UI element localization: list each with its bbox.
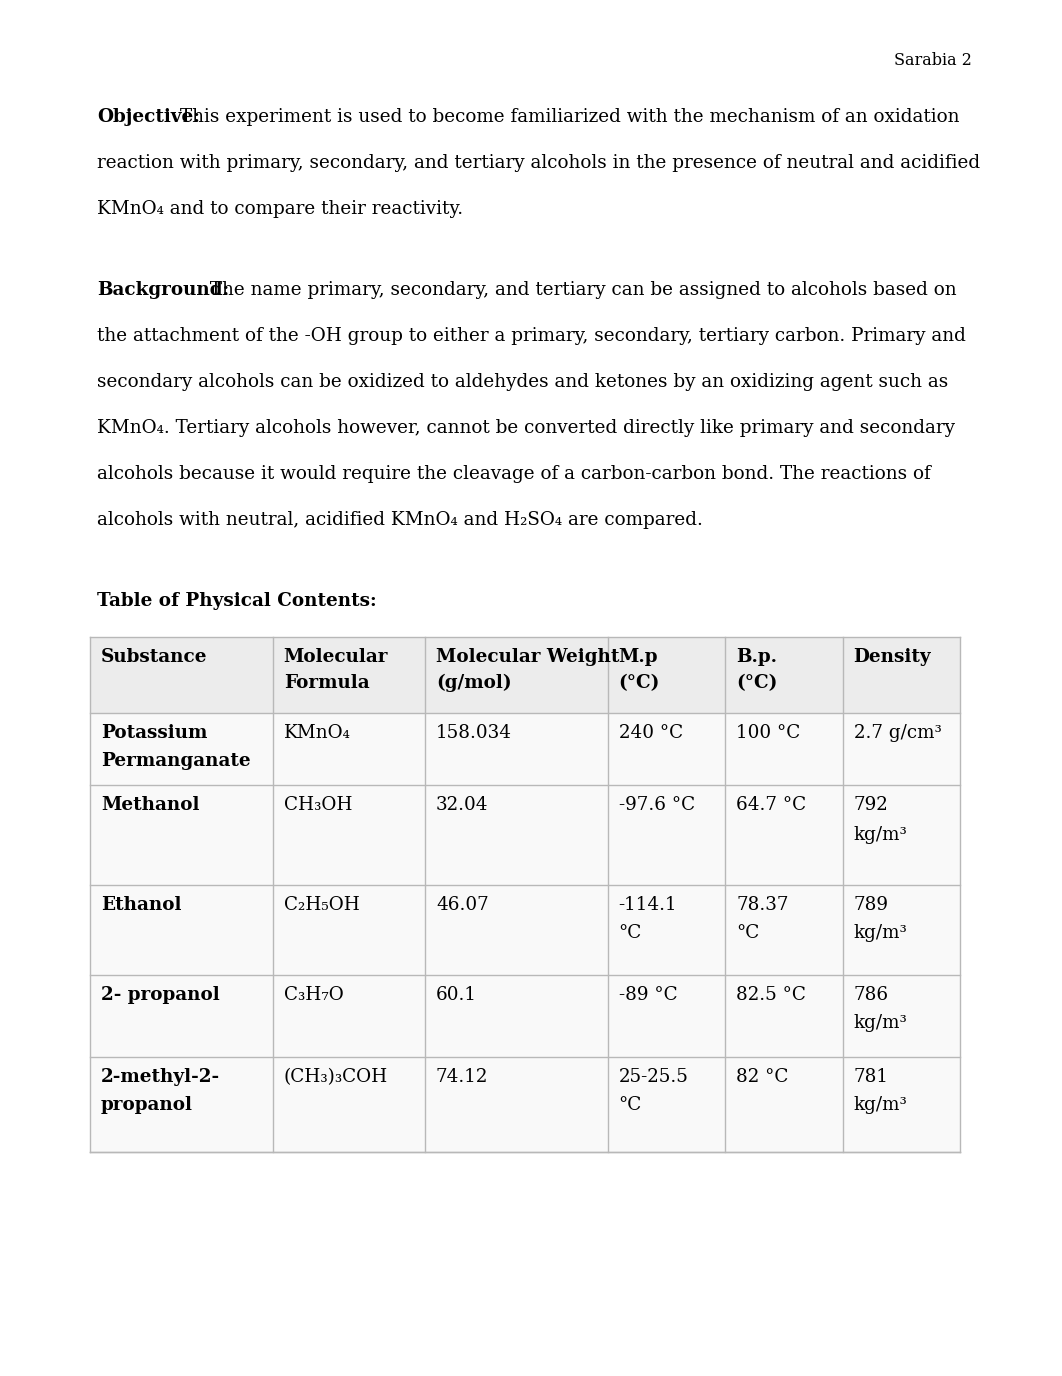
Bar [90,885,960,976]
Text: 25-25.5: 25-25.5 [619,1068,688,1086]
Text: 240 °C: 240 °C [619,724,683,742]
Bar [90,637,960,713]
Text: Background:: Background: [97,281,229,299]
Text: 2.7 g/cm³: 2.7 g/cm³ [854,724,941,742]
Text: 158.034: 158.034 [435,724,512,742]
Text: KMnO₄ and to compare their reactivity.: KMnO₄ and to compare their reactivity. [97,200,463,217]
Text: °C: °C [619,925,641,943]
Text: -114.1: -114.1 [619,896,678,914]
Text: (CH₃)₃COH: (CH₃)₃COH [284,1068,388,1086]
Text: °C: °C [736,925,759,943]
Text: (°C): (°C) [736,674,777,692]
Text: B.p.: B.p. [736,648,777,666]
Text: secondary alcohols can be oxidized to aldehydes and ketones by an oxidizing agen: secondary alcohols can be oxidized to al… [97,373,948,391]
Text: 2- propanol: 2- propanol [101,987,220,1004]
Text: the attachment of the -OH group to either a primary, secondary, tertiary carbon.: the attachment of the -OH group to eithe… [97,327,965,345]
Bar [90,976,960,1057]
Text: kg/m³: kg/m³ [854,925,907,943]
Text: CH₃OH: CH₃OH [284,795,353,815]
Bar [90,713,960,784]
Text: alcohols because it would require the cleavage of a carbon-carbon bond. The reac: alcohols because it would require the cl… [97,465,930,483]
Text: KMnO₄. Tertiary alcohols however, cannot be converted directly like primary and : KMnO₄. Tertiary alcohols however, cannot… [97,420,955,438]
Text: kg/m³: kg/m³ [854,826,907,843]
Text: 786: 786 [854,987,889,1004]
Text: Molecular: Molecular [284,648,389,666]
Text: 78.37: 78.37 [736,896,789,914]
Text: -97.6 °C: -97.6 °C [619,795,695,815]
Text: 2-methyl-2-: 2-methyl-2- [101,1068,220,1086]
Text: kg/m³: kg/m³ [854,1014,907,1032]
Text: Density: Density [854,648,931,666]
Text: 74.12: 74.12 [435,1068,489,1086]
Text: °C: °C [619,1097,641,1115]
Bar [90,637,960,1152]
Text: Sarabia 2: Sarabia 2 [894,52,972,69]
Text: KMnO₄: KMnO₄ [284,724,350,742]
Text: C₂H₅OH: C₂H₅OH [284,896,360,914]
Text: 100 °C: 100 °C [736,724,801,742]
Text: Molecular Weight: Molecular Weight [435,648,619,666]
Text: alcohols with neutral, acidified KMnO₄ and H₂SO₄ are compared.: alcohols with neutral, acidified KMnO₄ a… [97,510,703,528]
Text: Permanganate: Permanganate [101,753,251,771]
Text: Formula: Formula [284,674,370,692]
Text: 792: 792 [854,795,888,815]
Text: (°C): (°C) [619,674,660,692]
Text: Ethanol: Ethanol [101,896,182,914]
Bar [90,784,960,885]
Text: Methanol: Methanol [101,795,200,815]
Text: 781: 781 [854,1068,889,1086]
Text: -89 °C: -89 °C [619,987,678,1004]
Text: 32.04: 32.04 [435,795,489,815]
Text: 82 °C: 82 °C [736,1068,788,1086]
Text: 64.7 °C: 64.7 °C [736,795,806,815]
Text: Objective:: Objective: [97,107,200,127]
Text: Substance: Substance [101,648,207,666]
Bar [90,1057,960,1152]
Text: 46.07: 46.07 [435,896,489,914]
Text: propanol: propanol [101,1097,193,1115]
Text: 789: 789 [854,896,889,914]
Text: This experiment is used to become familiarized with the mechanism of an oxidatio: This experiment is used to become famili… [179,107,959,127]
Text: The name primary, secondary, and tertiary can be assigned to alcohols based on: The name primary, secondary, and tertiar… [204,281,957,299]
Text: C₃H₇O: C₃H₇O [284,987,343,1004]
Text: Table of Physical Contents:: Table of Physical Contents: [97,592,377,610]
Text: M.p: M.p [619,648,658,666]
Text: Potassium: Potassium [101,724,207,742]
Text: reaction with primary, secondary, and tertiary alcohols in the presence of neutr: reaction with primary, secondary, and te… [97,154,980,172]
Text: 60.1: 60.1 [435,987,477,1004]
Text: 82.5 °C: 82.5 °C [736,987,806,1004]
Text: (g/mol): (g/mol) [435,674,512,692]
Text: kg/m³: kg/m³ [854,1097,907,1115]
